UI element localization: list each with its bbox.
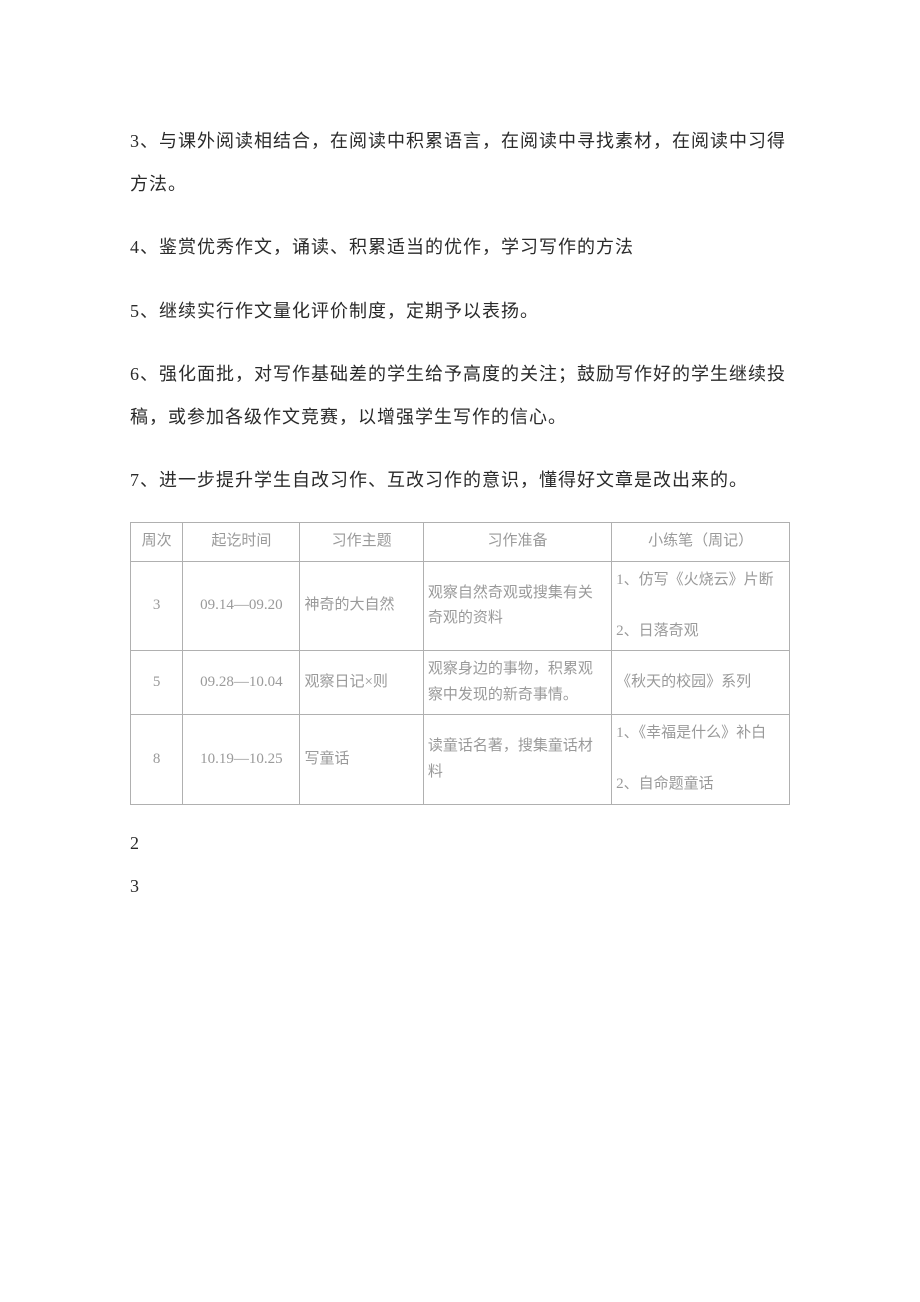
- schedule-table: 周次 起讫时间 习作主题 习作准备 小练笔（周记） 3 09.14—09.20 …: [130, 522, 790, 805]
- table-row: 3 09.14—09.20 神奇的大自然 观察自然奇观或搜集有关奇观的资料 1、…: [131, 561, 790, 651]
- cell-week: 8: [131, 715, 183, 805]
- table-header-row: 周次 起讫时间 习作主题 习作准备 小练笔（周记）: [131, 523, 790, 562]
- paragraph-4: 4、鉴赏优秀作文，诵读、积累适当的优作，学习写作的方法: [130, 226, 790, 269]
- cell-date: 10.19—10.25: [183, 715, 300, 805]
- cell-topic: 写童话: [300, 715, 423, 805]
- footer-number-2: 3: [130, 876, 790, 897]
- cell-topic: 观察日记×则: [300, 651, 423, 715]
- table-row: 5 09.28—10.04 观察日记×则 观察身边的事物，积累观察中发现的新奇事…: [131, 651, 790, 715]
- cell-note: 1、《幸福是什么》补白 2、自命题童话: [612, 715, 790, 805]
- paragraph-7: 7、进一步提升学生自改习作、互改习作的意识，懂得好文章是改出来的。: [130, 459, 790, 502]
- cell-date: 09.28—10.04: [183, 651, 300, 715]
- paragraph-6: 6、强化面批，对写作基础差的学生给予高度的关注；鼓励写作好的学生继续投稿，或参加…: [130, 353, 790, 439]
- header-week: 周次: [131, 523, 183, 562]
- cell-topic: 神奇的大自然: [300, 561, 423, 651]
- cell-prep: 读童话名著，搜集童话材料: [423, 715, 611, 805]
- cell-prep: 观察身边的事物，积累观察中发现的新奇事情。: [423, 651, 611, 715]
- header-date: 起讫时间: [183, 523, 300, 562]
- cell-date: 09.14—09.20: [183, 561, 300, 651]
- table-row: 8 10.19—10.25 写童话 读童话名著，搜集童话材料 1、《幸福是什么》…: [131, 715, 790, 805]
- footer-number-1: 2: [130, 833, 790, 854]
- cell-week: 3: [131, 561, 183, 651]
- header-note: 小练笔（周记）: [612, 523, 790, 562]
- cell-note: 1、仿写《火烧云》片断 2、日落奇观: [612, 561, 790, 651]
- header-prep: 习作准备: [423, 523, 611, 562]
- header-topic: 习作主题: [300, 523, 423, 562]
- cell-week: 5: [131, 651, 183, 715]
- paragraph-5: 5、继续实行作文量化评价制度，定期予以表扬。: [130, 290, 790, 333]
- cell-prep: 观察自然奇观或搜集有关奇观的资料: [423, 561, 611, 651]
- cell-note: 《秋天的校园》系列: [612, 651, 790, 715]
- paragraph-3: 3、与课外阅读相结合，在阅读中积累语言，在阅读中寻找素材，在阅读中习得方法。: [130, 120, 790, 206]
